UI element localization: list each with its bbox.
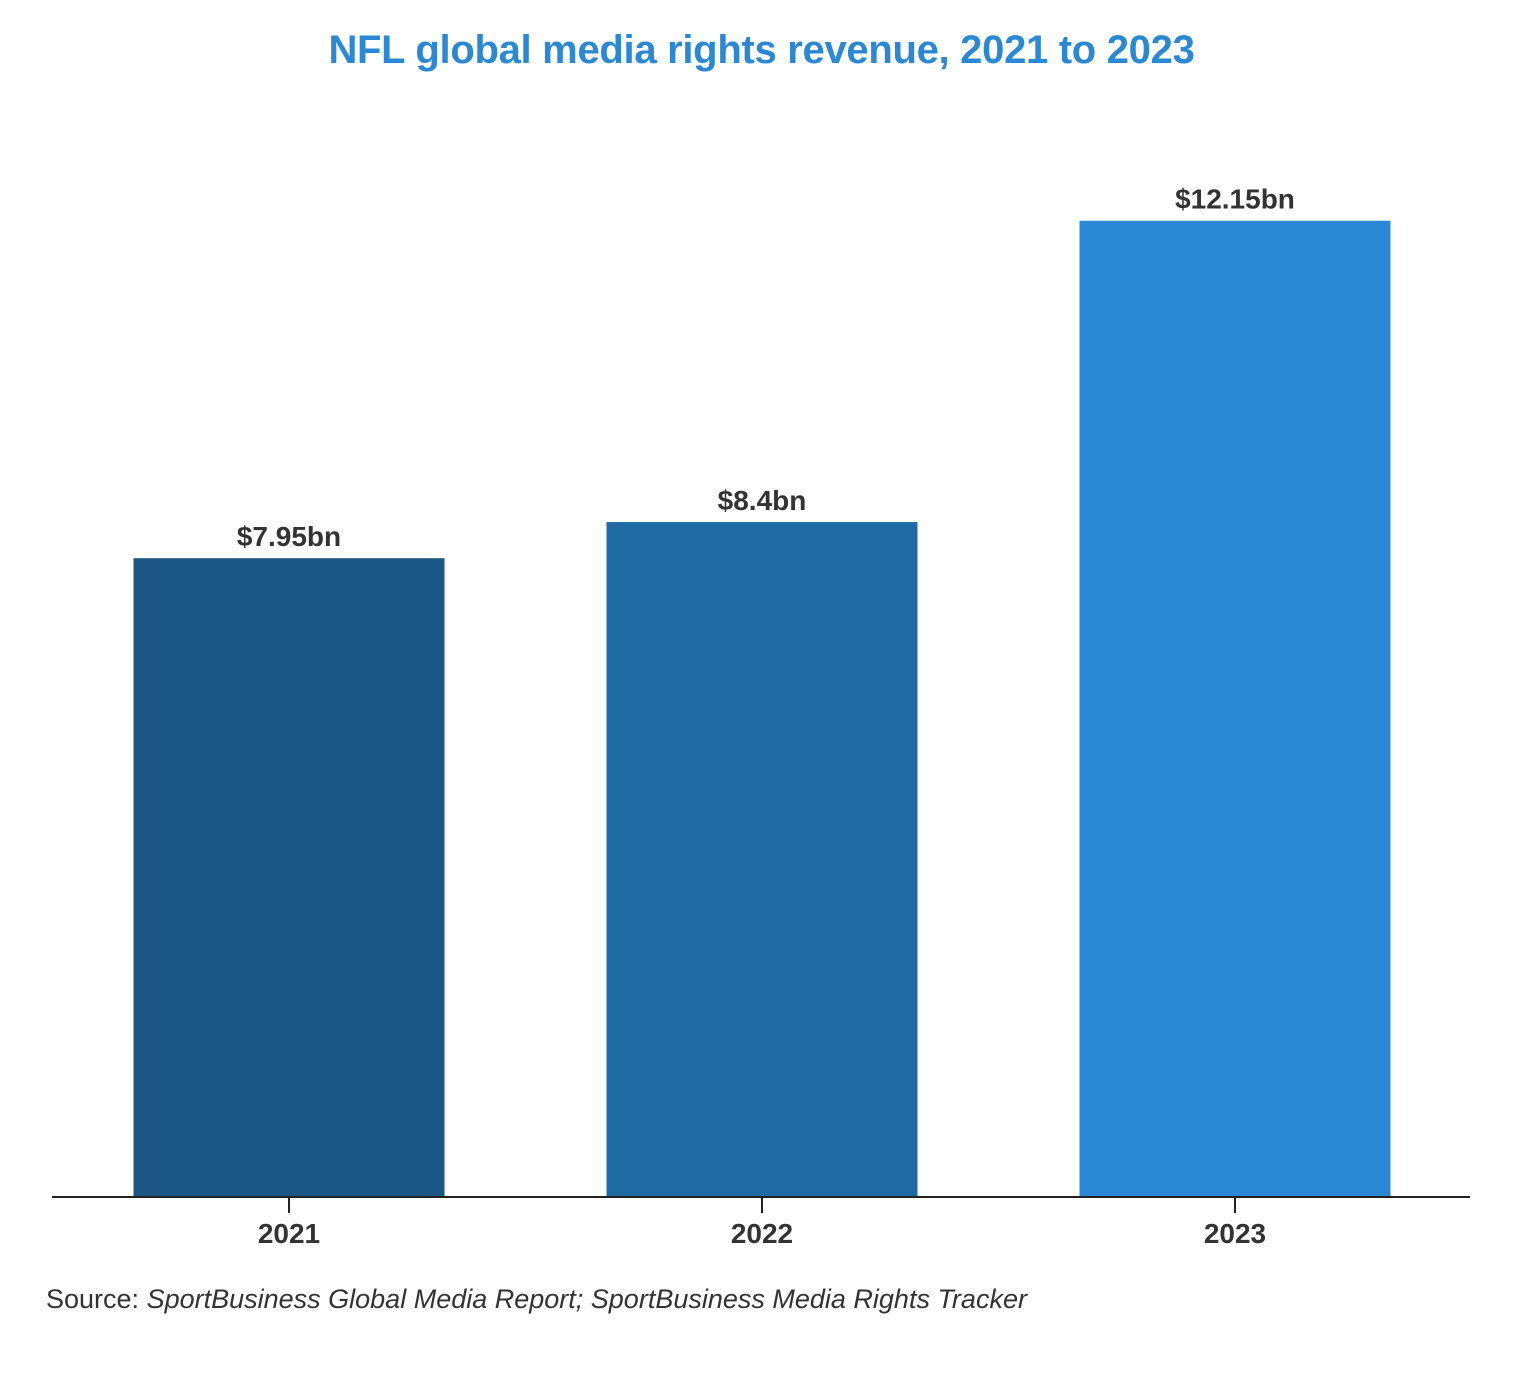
source-note: Source: SportBusiness Global Media Repor…: [46, 1284, 1027, 1315]
bar-2021: [133, 558, 445, 1197]
x-tick-label-2021: 2021: [258, 1218, 320, 1249]
bar-2023: [1079, 220, 1391, 1197]
source-text: SportBusiness Global Media Report; Sport…: [146, 1284, 1027, 1314]
chart-title: NFL global media rights revenue, 2021 to…: [328, 28, 1195, 72]
data-label-2023: $12.15bn: [1175, 184, 1295, 215]
bars-layer: [133, 220, 1391, 1197]
x-axis: 2021 2022 2023: [52, 1196, 1470, 1249]
data-label-2022: $8.4bn: [718, 485, 807, 516]
x-tick-label-2023: 2023: [1204, 1218, 1266, 1249]
data-label-2021: $7.95bn: [237, 521, 341, 552]
bar-2022: [606, 522, 918, 1197]
source-prefix: Source:: [46, 1284, 147, 1314]
x-tick-label-2022: 2022: [731, 1218, 793, 1249]
labels-layer: $7.95bn $8.4bn $12.15bn: [237, 184, 1295, 552]
